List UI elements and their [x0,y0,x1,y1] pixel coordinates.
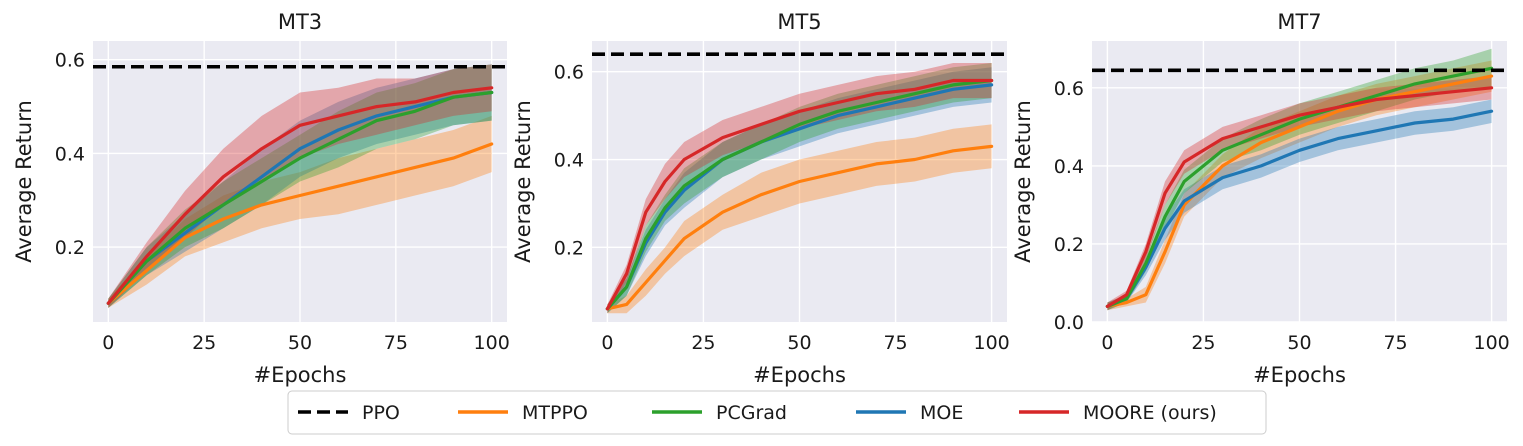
series-lines [605,78,994,311]
subplots: 0 25 50 75 100 0.2 0.4 0.6 MT3 #Epochs Average Ret… [12,10,1510,387]
x-tick-label: 75 [384,332,408,354]
series-lines [1105,66,1494,308]
y-tick-label: 0.2 [554,237,584,259]
line-mtppo [1105,74,1494,308]
x-tick-label: 100 [973,332,1009,354]
legend-label: PPO [362,402,400,424]
band-moore-ours [1107,76,1492,311]
subplot-title: MT3 [278,10,322,34]
legend-frame [287,390,1267,435]
x-tick-label: 0 [601,332,613,354]
x-tick-label: 25 [691,332,715,354]
subplot-mt7: 0 25 50 75 100 0.0 0.2 0.4 0.6 MT7 #Epochs Average … [1011,10,1510,387]
line-mtppo [605,144,994,311]
legend-label: MOORE (ours) [1083,402,1217,424]
x-tick-label: 0 [1101,332,1113,354]
band-mtppo [607,124,992,314]
y-axis-label: Average Return [12,100,36,263]
x-axis-label: #Epochs [1253,363,1346,387]
confidence-bands [108,64,492,308]
y-tick-label: 0.4 [554,150,584,172]
band-mtppo [108,115,492,308]
band-moore-ours [108,64,492,308]
legend-label: MTPPO [522,402,588,424]
x-tick-label: 100 [1473,332,1509,354]
x-tick-label: 75 [883,332,907,354]
legend: PPO MTPPO PCGrad MOE MOORE (ours) [287,390,1267,435]
series-lines [106,86,494,305]
subplot-mt5: 0 25 50 75 100 0.2 0.4 0.6 MT5 #Epochs Average Ret… [511,10,1010,387]
x-tick-label: 50 [1287,332,1311,354]
line-mtppo [106,142,494,305]
x-tick-label: 75 [1383,332,1407,354]
line-pcgrad [605,78,994,311]
subplot-mt3: 0 25 50 75 100 0.2 0.4 0.6 MT3 #Epochs Average Ret… [12,10,510,387]
legend-label: MOE [920,402,963,424]
y-tick-label: 0.2 [1054,234,1084,256]
line-moore-ours [106,86,494,305]
x-tick-label: 100 [474,332,510,354]
x-axis-label: #Epochs [753,363,846,387]
band-moe [108,64,492,308]
line-moore-ours [605,78,994,311]
y-tick-label: 0.4 [1054,156,1084,178]
legend-label: PCGrad [716,402,787,424]
y-tick-label: 0.6 [1054,78,1084,100]
y-tick-label: 0.6 [554,62,584,84]
x-axis-label: #Epochs [254,363,347,387]
legend-item-moore-ours: MOORE (ours) [1019,402,1217,424]
line-moore-ours [1105,86,1494,308]
y-tick-label: 0.0 [1054,312,1084,334]
legend-item-moe: MOE [856,402,963,424]
y-tick-label: 0.6 [55,50,85,72]
x-tick-label: 50 [288,332,312,354]
x-tick-label: 25 [192,332,216,354]
subplot-title: MT7 [1277,10,1321,34]
y-tick-label: 0.4 [55,143,85,165]
legend-item-ppo: PPO [298,402,400,424]
band-pcgrad [108,64,492,308]
y-axis-label: Average Return [511,100,535,263]
y-axis-label: Average Return [1011,100,1035,263]
line-moe [106,90,494,305]
x-tick-label: 0 [102,332,114,354]
line-pcgrad [106,90,494,305]
subplot-title: MT5 [777,10,821,34]
line-pcgrad [1105,66,1494,308]
y-tick-label: 0.2 [55,237,85,259]
line-moe [1105,109,1494,308]
legend-item-pcgrad: PCGrad [652,402,787,424]
legend-item-mtppo: MTPPO [458,402,588,424]
x-tick-label: 50 [787,332,811,354]
x-tick-label: 25 [1191,332,1215,354]
